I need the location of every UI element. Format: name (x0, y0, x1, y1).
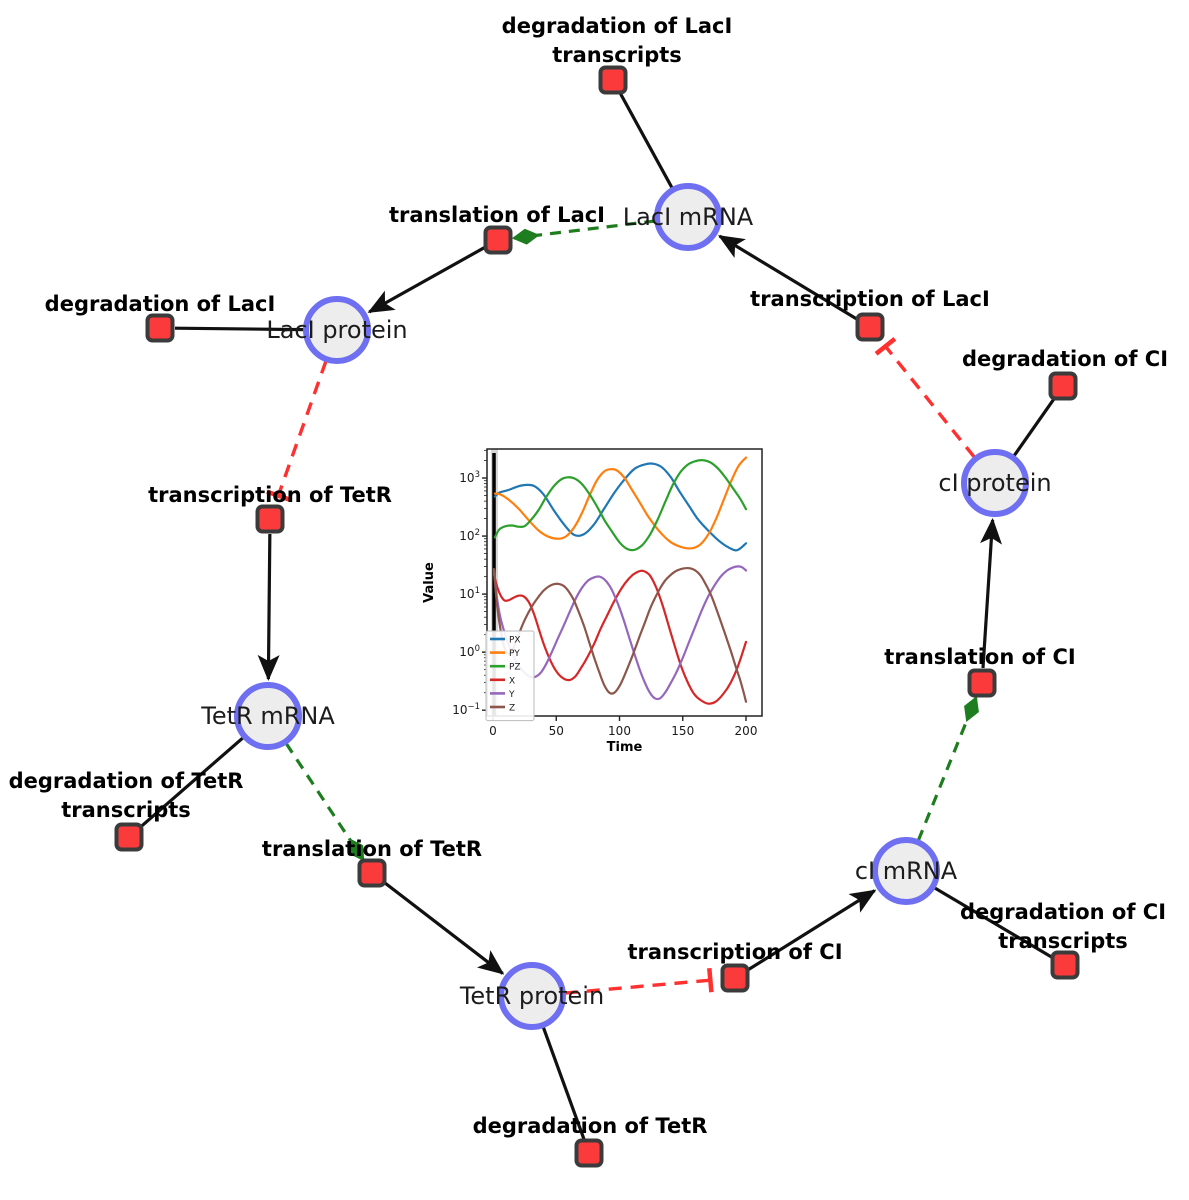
reaction-label-deg_laci: degradation of LacI (45, 292, 276, 316)
species-node-tetr_mrna[interactable] (234, 682, 302, 750)
reaction-node-transc_ci[interactable] (720, 963, 750, 993)
reaction-node-transl_laci[interactable] (483, 225, 513, 255)
reaction-node-deg_tetr[interactable] (574, 1138, 604, 1168)
x-tick-label: 0 (489, 724, 497, 738)
y-axis-title: Value (422, 562, 437, 603)
chart-legend: PX PY PZ XYZ (485, 630, 535, 722)
reaction-node-transl_tetr[interactable] (357, 858, 387, 888)
reaction-nodes-layer: degradation of LacI transcripts translatio… (9, 14, 1168, 1168)
edge-inhibition-ci_protein-to-transc_laci (874, 337, 976, 459)
species-label-ci_protein: cI protein (938, 469, 1051, 497)
y-tick-label: 100 (459, 644, 480, 659)
y-tick-label: 101 (459, 586, 480, 601)
species-nodes-layer: LacI mRNA LacI protein cI protein TetR mRNA… (200, 183, 1052, 1030)
edge-plain-ci_mrna-to-deg_ci_tx (933, 886, 1053, 959)
legend-label-PX: PX (509, 636, 521, 646)
legend-label-PY: PY (509, 649, 520, 659)
reaction-label-transc_ci: transcription of CI (627, 940, 842, 964)
species-label-laci_protein: LacI protein (266, 316, 407, 344)
species-label-ci_mrna: cI mRNA (855, 857, 958, 885)
species-label-tetr_mrna: TetR mRNA (200, 702, 335, 730)
edge-inhibition-tetr_protein-to-transc_ci (564, 968, 714, 995)
edge-product-transc_ci-to-ci_mrna (746, 889, 877, 972)
reaction-node-deg_laci_tx[interactable] (598, 65, 628, 95)
y-tick-label: 103 (459, 470, 480, 485)
reaction-node-deg_tetr_tx[interactable] (114, 822, 144, 852)
reaction-label-transc_laci: transcription of LacI (750, 287, 990, 311)
edges-layer (139, 92, 1056, 1140)
legend-label-Y: Y (508, 690, 515, 700)
reaction-node-deg_ci[interactable] (1048, 371, 1078, 401)
reaction-label-transl_ci: translation of CI (884, 645, 1075, 669)
y-tick-label: 102 (459, 528, 480, 543)
edge-plain-laci_protein-to-deg_laci (174, 326, 305, 332)
edge-product-transc_laci-to-laci_mrna (717, 234, 858, 321)
x-tick-label: 50 (549, 724, 564, 738)
y-tick-label: 10−1 (452, 702, 480, 717)
edge-product-transl_ci-to-ci_protein (980, 517, 1003, 669)
edge-modifier-ci_mrna-to-transl_ci (916, 695, 979, 842)
edge-product-transc_tetr-to-tetr_mrna (257, 533, 280, 682)
reaction-node-transl_ci[interactable] (967, 668, 997, 698)
reaction-node-deg_ci_tx[interactable] (1050, 950, 1080, 980)
series-line-X (492, 569, 748, 705)
reaction-label-transc_tetr: transcription of TetR (148, 483, 392, 507)
reaction-label-deg_tetr: degradation of TetR (473, 1114, 708, 1138)
series-line-PZ (493, 459, 748, 552)
species-node-laci_mrna[interactable] (654, 183, 722, 251)
edge-plain-tetr_mrna-to-deg_tetr_tx (139, 736, 245, 829)
legend-label-PZ: PZ (509, 663, 521, 673)
x-tick-label: 100 (608, 724, 631, 738)
species-node-tetr_protein[interactable] (498, 962, 566, 1030)
edge-plain-deg_laci_tx-to-laci_mrna (618, 92, 674, 189)
species-label-tetr_protein: TetR protein (459, 982, 604, 1010)
species-node-ci_mrna[interactable] (872, 837, 940, 905)
edge-inhibition-laci_protein-to-transc_tetr (266, 360, 328, 502)
legend-label-Z: Z (509, 704, 515, 714)
edge-product-transl_laci-to-laci_protein (367, 245, 486, 314)
reaction-node-transc_tetr[interactable] (255, 504, 285, 534)
reaction-node-deg_laci[interactable] (145, 313, 175, 343)
reaction-label-transl_tetr: translation of TetR (262, 837, 482, 861)
edge-modifier-tetr_mrna-to-transl_tetr (284, 742, 365, 862)
species-label-laci_mrna: LacI mRNA (623, 203, 754, 231)
series-line-Z (492, 566, 748, 703)
reaction-label-deg_tetr_tx: degradation of TetR transcripts (9, 769, 244, 822)
edge-plain-ci_protein-to-deg_ci (1012, 397, 1056, 457)
series-line-PY (493, 456, 748, 550)
edge-product-transl_tetr-to-tetr_protein (382, 880, 505, 975)
reaction-label-deg_laci_tx: degradation of LacI transcripts (502, 14, 733, 67)
x-tick-label: 150 (671, 724, 694, 738)
series-line-PX (493, 462, 748, 552)
edge-modifier-laci_mrna-to-transl_laci (511, 219, 656, 245)
x-axis-title: Time (607, 740, 643, 755)
edge-plain-tetr_protein-to-deg_tetr (541, 1026, 586, 1140)
reaction-label-transl_laci: translation of LacI (389, 203, 605, 227)
species-node-ci_protein[interactable] (961, 449, 1029, 517)
reaction-node-transc_laci[interactable] (855, 312, 885, 342)
chart-spines (486, 448, 763, 717)
x-tick-label: 200 (735, 724, 758, 738)
species-node-laci_protein[interactable] (303, 296, 371, 364)
reaction-label-deg_ci: degradation of CI (962, 347, 1168, 371)
legend-label-X: X (509, 676, 515, 686)
reaction-label-deg_ci_tx: degradation of CI transcripts (960, 900, 1166, 953)
